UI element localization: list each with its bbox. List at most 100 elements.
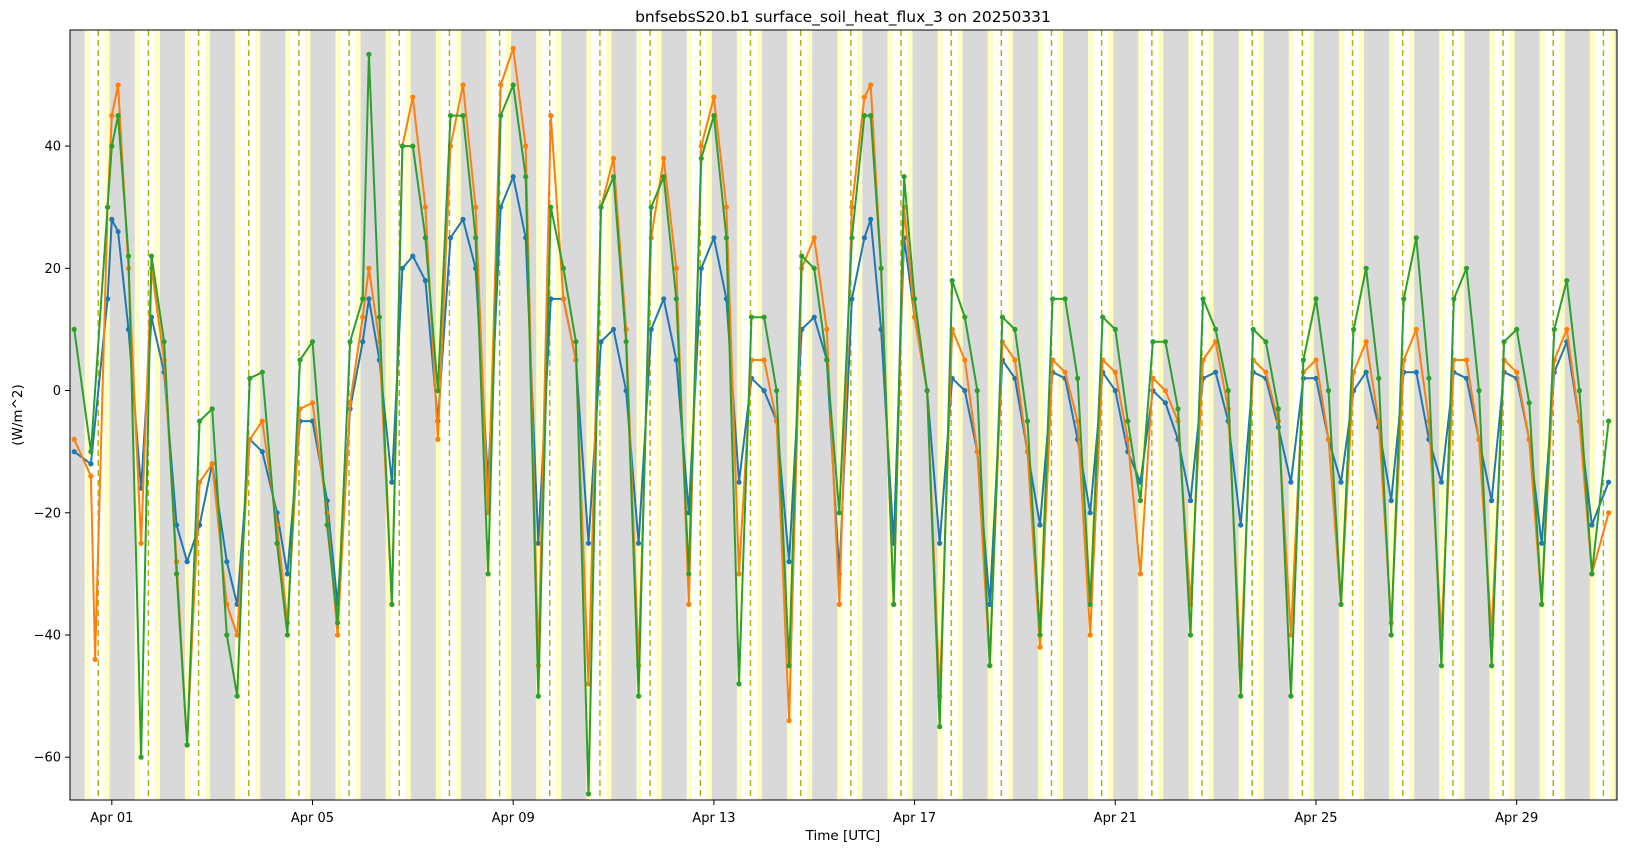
series-point-1 [92,656,98,663]
twilight-band [1261,30,1264,800]
series-point-0 [410,253,416,259]
series-point-0 [811,314,817,320]
series-point-1 [422,204,428,210]
morning-band [1441,30,1445,800]
series-point-2 [673,296,679,302]
series-point-0 [1363,369,1369,375]
y-tick-label: −40 [34,629,61,644]
twilight-band [1010,30,1013,800]
series-point-2 [1100,314,1106,320]
series-point-0 [498,204,504,210]
evening-band [1208,30,1212,800]
night-band [611,30,637,800]
night-band [260,30,286,800]
plot-background [70,30,1617,800]
twilight-band [1439,30,1442,800]
series-point-1 [610,155,617,161]
series-point-2 [974,388,980,394]
series-point-2 [636,693,642,699]
twilight-band [285,30,288,800]
series-point-2 [711,113,717,119]
series-point-2 [399,143,405,149]
series-point-0 [109,216,115,222]
series-point-2 [1300,357,1306,363]
series-point-0 [284,571,290,577]
series-point-1 [209,461,215,467]
series-point-1 [786,718,792,724]
series-point-1 [1125,436,1131,442]
series-point-0 [389,479,395,485]
series-point-2 [1175,406,1181,412]
x-axis-label: Time [UTC] [805,828,881,844]
series-point-2 [686,571,692,577]
morning-band [1341,30,1345,800]
series-point-2 [1576,388,1582,394]
series-point-2 [460,113,466,119]
twilight-band [107,30,110,800]
evening-band [1559,30,1563,800]
series-point-2 [786,663,792,669]
twilight-band [1111,30,1114,800]
series-point-2 [1162,339,1168,345]
twilight-band [509,30,512,800]
series-point-1 [523,143,529,149]
morning-band [638,30,642,800]
series-point-0 [259,449,265,455]
series-point-0 [1463,375,1470,381]
twilight-band [1539,30,1542,800]
morning-band [1290,30,1295,800]
series-point-2 [1489,663,1495,669]
morning-band [1541,30,1545,800]
series-point-2 [259,369,265,375]
series-point-1 [849,204,855,210]
series-point-0 [447,235,454,241]
evening-band [1007,30,1011,800]
morning-band [1090,30,1094,800]
series-point-0 [548,296,554,302]
night-band [210,30,236,800]
series-point-0 [1112,388,1118,394]
x-tick-label: Apr 09 [492,811,535,826]
series-point-0 [1162,400,1168,406]
series-point-2 [161,339,167,345]
series-point-2 [891,601,897,608]
twilight-band [887,30,890,800]
series-point-2 [410,143,416,149]
series-point-2 [347,339,353,345]
series-point-1 [473,204,479,210]
evening-band [505,30,510,800]
series-point-1 [234,632,240,638]
series-point-2 [1426,375,1432,381]
series-point-1 [1413,326,1419,332]
series-point-2 [335,620,341,626]
series-point-2 [661,174,667,180]
series-point-2 [1075,375,1081,381]
twilight-band [458,30,461,800]
twilight-band [609,30,612,800]
twilight-band [636,30,639,800]
series-point-0 [849,296,855,302]
series-point-2 [836,510,842,516]
series-point-2 [999,314,1006,320]
series-point-2 [1200,296,1206,302]
series-point-1 [711,94,717,100]
evening-band [857,30,861,800]
evening-band [1308,30,1312,800]
twilight-band [736,30,739,800]
series-point-1 [912,314,918,320]
series-point-2 [1288,693,1294,699]
twilight-band [810,30,813,800]
series-point-2 [1526,400,1532,406]
morning-band [538,30,542,800]
series-point-1 [197,479,203,485]
series-point-1 [1514,369,1520,375]
series-point-2 [901,174,907,180]
series-point-2 [623,339,629,345]
twilight-band [335,30,338,800]
series-point-1 [510,45,516,51]
series-point-2 [422,235,428,241]
series-point-1 [1263,369,1269,375]
twilight-band [759,30,762,800]
series-point-2 [723,235,730,241]
